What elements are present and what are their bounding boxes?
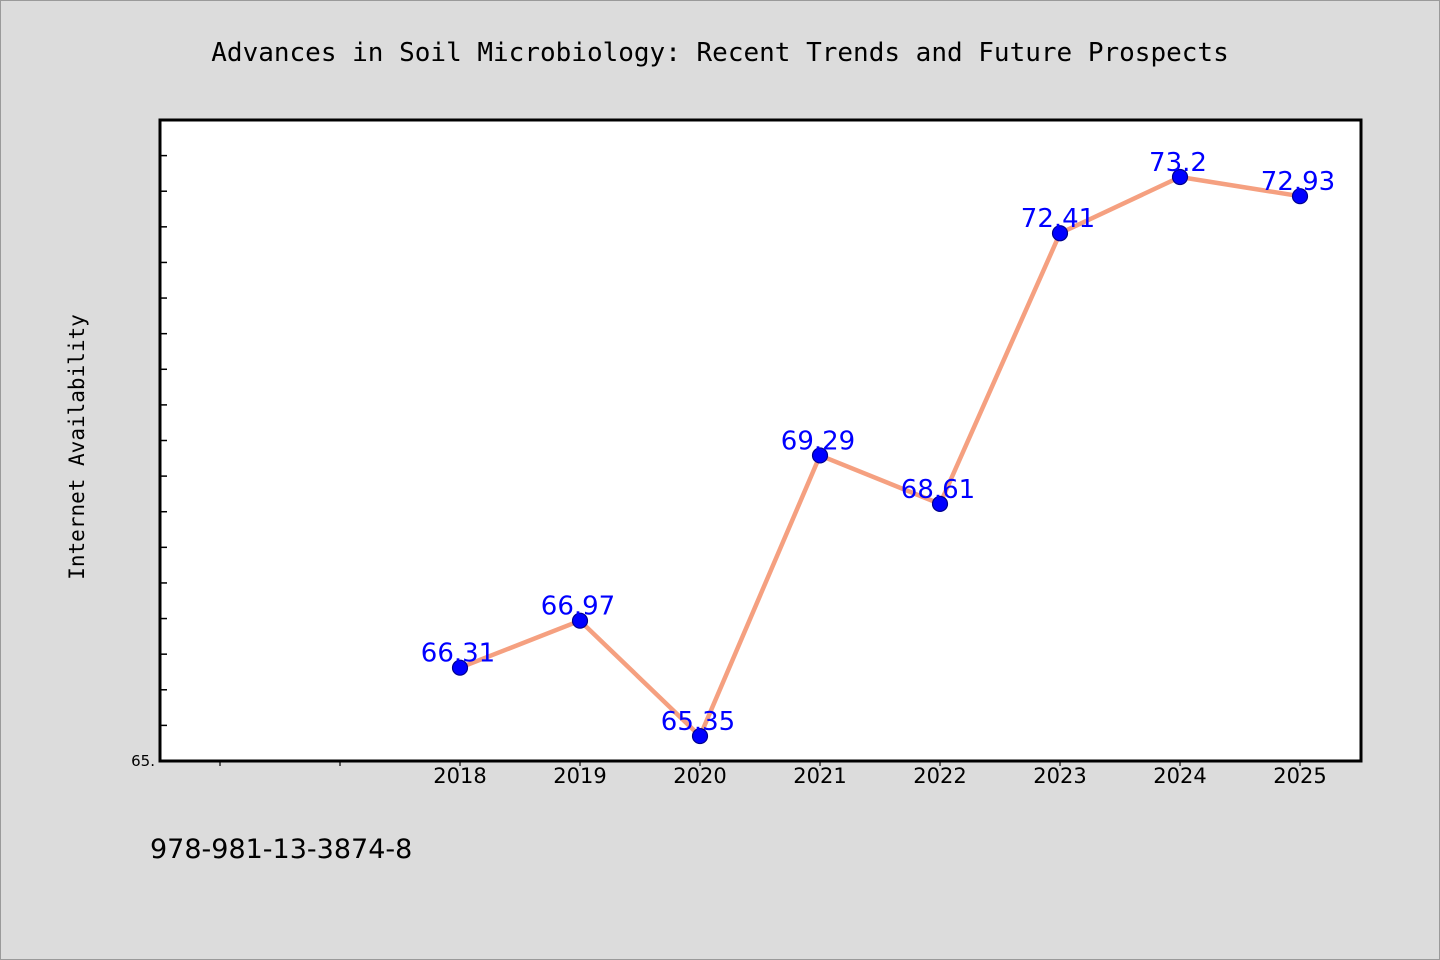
data-labels: 66.31 66.97 65.35 69.29 68.61 72.41 73.2 72.93 [421,148,1335,737]
chart-title: Advances in Soil Microbiology: Recent Tr… [211,38,1228,68]
x-tick-label: 2020 [673,764,726,788]
y-axis-label: Internet Availability [65,314,89,580]
x-tick-label: 2022 [913,764,966,788]
data-point [1051,225,1069,242]
data-point [1291,188,1309,205]
y-tick-label: 65. [131,752,155,770]
isbn-text: 978-981-13-3874-8 [150,834,413,865]
series-group [451,168,1309,745]
x-tick-labels: 2018 2019 2020 2021 2022 2023 2024 2025 [433,764,1326,788]
data-label: 72.41 [1021,204,1095,234]
x-tick-label: 2024 [1153,764,1206,788]
data-point [571,612,589,629]
plot-border [158,118,1363,763]
data-label: 68.61 [901,475,975,505]
data-label: 69.29 [781,426,855,456]
x-tick-label: 2025 [1273,764,1326,788]
data-label: 66.31 [421,639,495,669]
x-tick-label: 2019 [553,764,606,788]
data-point [1171,168,1189,186]
data-point [691,727,709,745]
data-label: 72.93 [1261,167,1335,197]
data-label: 65.35 [661,707,735,737]
x-tick-label: 2018 [433,764,486,788]
series-line [457,174,1303,739]
data-point [931,495,949,512]
x-tick-label: 2021 [793,764,846,788]
plot-area [160,120,1361,761]
data-point [451,659,469,676]
x-tick-label: 2023 [1033,764,1086,788]
data-point [811,447,829,464]
data-label: 73.2 [1149,148,1207,178]
data-label: 66.97 [541,592,615,622]
